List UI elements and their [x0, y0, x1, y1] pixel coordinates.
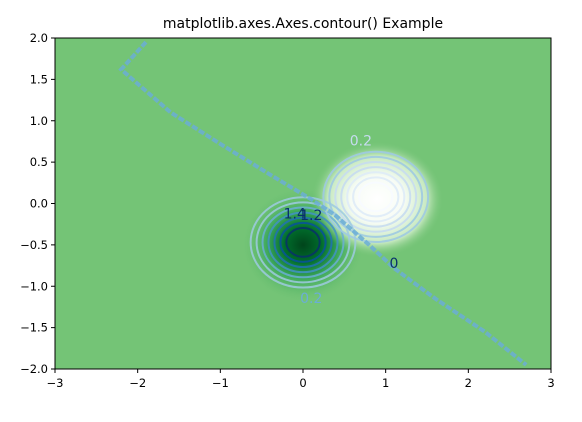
x-axis: −3 −2 −1 0 1 2 3 — [47, 369, 555, 390]
y-tick-label: −0.5 — [20, 238, 48, 252]
contour-label: 0 — [389, 256, 398, 272]
x-tick-label: 0 — [299, 376, 306, 390]
negative-contour-ring — [279, 221, 327, 263]
x-tick-label: −1 — [212, 376, 229, 390]
x-tick-label: 3 — [547, 376, 554, 390]
y-tick-label: 1.5 — [30, 72, 48, 86]
negative-contour-ring — [285, 227, 321, 258]
y-tick-label: 0.0 — [30, 197, 48, 211]
chart-title: matplotlib.axes.Axes.contour() Example — [163, 16, 443, 32]
x-tick-label: −3 — [47, 376, 64, 390]
y-tick-label: −1.0 — [20, 279, 48, 293]
contour-label: 0.2 — [350, 134, 372, 150]
positive-contour-ring — [322, 150, 430, 244]
negative-contour-ring — [267, 211, 339, 274]
contour-label: 0.2 — [300, 291, 322, 307]
x-tick-label: 1 — [382, 376, 389, 390]
zero-contour-line — [118, 40, 528, 367]
contour-labels: 0.2 0.2 1.41.2 0 — [284, 134, 399, 307]
positive-contour-ring — [358, 181, 394, 213]
y-axis: −2.0 −1.5 −1.0 −0.5 0.0 0.5 1.0 1.5 2.0 — [20, 31, 55, 376]
y-tick-label: 0.5 — [30, 155, 48, 169]
positive-contour-ring — [340, 166, 412, 228]
y-tick-label: −1.5 — [20, 321, 48, 335]
x-tick-label: 2 — [465, 376, 472, 390]
negative-contour-ring — [249, 196, 357, 289]
y-tick-label: −2.0 — [20, 362, 48, 376]
positive-contour-ring — [352, 176, 400, 218]
negative-contour-ring — [273, 216, 333, 269]
contour-lines — [249, 150, 430, 289]
x-tick-label: −2 — [129, 376, 146, 390]
y-tick-label: 1.0 — [30, 114, 48, 128]
negative-contour-ring — [261, 206, 345, 279]
contour-label: 1.2 — [300, 208, 322, 224]
positive-contour-ring — [334, 160, 418, 233]
contour-label: 1.4 — [284, 206, 306, 222]
plot-area: 0.2 0.2 1.41.2 0 — [55, 38, 551, 369]
y-tick-label: 2.0 — [30, 31, 48, 45]
positive-contour-ring — [328, 155, 424, 238]
positive-contour-ring — [346, 171, 406, 223]
negative-contour-ring — [255, 201, 351, 284]
